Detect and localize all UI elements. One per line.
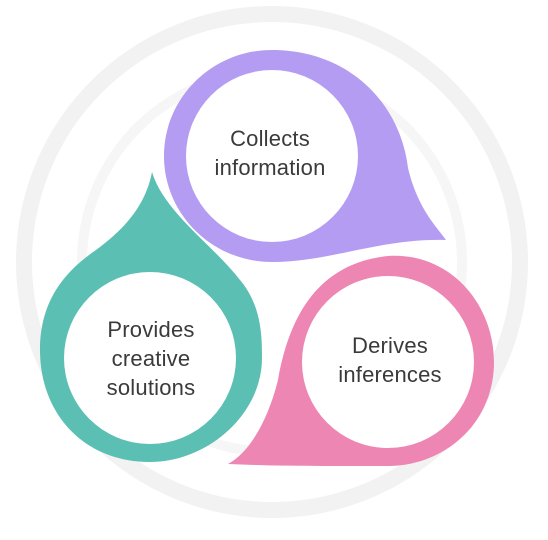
provides-inner-circle bbox=[64, 272, 236, 444]
node-provides-creative-solutions bbox=[40, 172, 262, 462]
collects-inner-circle bbox=[186, 70, 358, 242]
derives-inferences-label: Derives inferences bbox=[338, 333, 442, 387]
node-derives-inferences bbox=[228, 255, 494, 466]
node-collects-information bbox=[164, 50, 446, 262]
collects-information-label: Collects information bbox=[214, 126, 326, 180]
provides-creative-solutions-label: Provides creative solutions bbox=[106, 316, 196, 400]
derives-inner-circle bbox=[302, 276, 474, 448]
